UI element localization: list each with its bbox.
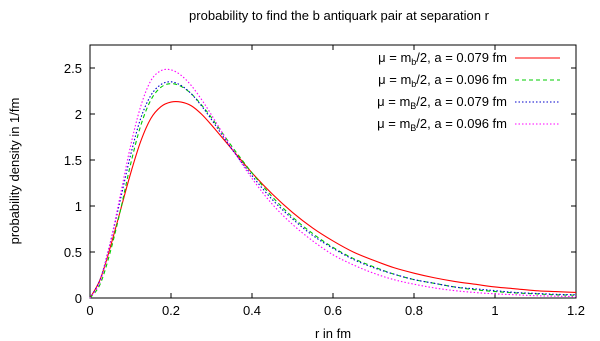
x-axis-title: r in fm (315, 326, 351, 341)
axis-ticks: 0 0.2 0.4 0.6 0.8 1 1.2 0 0.5 1 1.5 2 2.5 (64, 45, 585, 318)
legend-label-part: μ = m (378, 50, 411, 65)
x-tick-label: 0.8 (405, 303, 423, 318)
legend-label-part: μ = m (377, 94, 410, 109)
x-tick-label: 1.2 (567, 303, 585, 318)
y-tick-label: 2.5 (64, 61, 82, 76)
x-tick-label: 0 (86, 303, 93, 318)
legend: μ = mb/2, a = 0.079 fmμ = mb/2, a = 0.09… (377, 50, 560, 133)
y-tick-label: 1.5 (64, 153, 82, 168)
legend-label-3: μ = mB/2, a = 0.079 fm (377, 94, 507, 111)
series-line-1 (89, 100, 577, 299)
series-line-2 (89, 83, 577, 299)
series-line-4 (89, 68, 577, 299)
x-tick-label: 0.6 (324, 303, 342, 318)
legend-label-part: μ = m (377, 116, 410, 131)
legend-label-2: μ = mb/2, a = 0.096 fm (378, 72, 507, 89)
legend-label-part: /2, a = 0.079 fm (416, 50, 507, 65)
legend-label-subscript: b (411, 57, 416, 67)
legend-label-part: /2, a = 0.096 fm (416, 72, 507, 87)
legend-label-part: /2, a = 0.096 fm (416, 116, 507, 131)
legend-label-part: /2, a = 0.079 fm (416, 94, 507, 109)
legend-label-subscript: B (410, 101, 416, 111)
y-tick-label: 2 (75, 107, 82, 122)
y-axis-title: probability density in 1/fm (7, 98, 22, 245)
x-tick-label: 1 (491, 303, 498, 318)
x-tick-label: 0.2 (162, 303, 180, 318)
series-layer (89, 68, 577, 299)
y-tick-label: 1 (75, 199, 82, 214)
legend-label-subscript: b (411, 79, 416, 89)
legend-label-4: μ = mB/2, a = 0.096 fm (377, 116, 507, 133)
legend-label-1: μ = mb/2, a = 0.079 fm (378, 50, 507, 67)
chart-title: probability to find the b antiquark pair… (189, 8, 490, 23)
series-line-3 (89, 81, 577, 299)
x-tick-label: 0.4 (243, 303, 261, 318)
legend-label-part: μ = m (378, 72, 411, 87)
y-tick-label: 0.5 (64, 245, 82, 260)
legend-label-subscript: B (410, 123, 416, 133)
y-tick-label: 0 (75, 291, 82, 306)
